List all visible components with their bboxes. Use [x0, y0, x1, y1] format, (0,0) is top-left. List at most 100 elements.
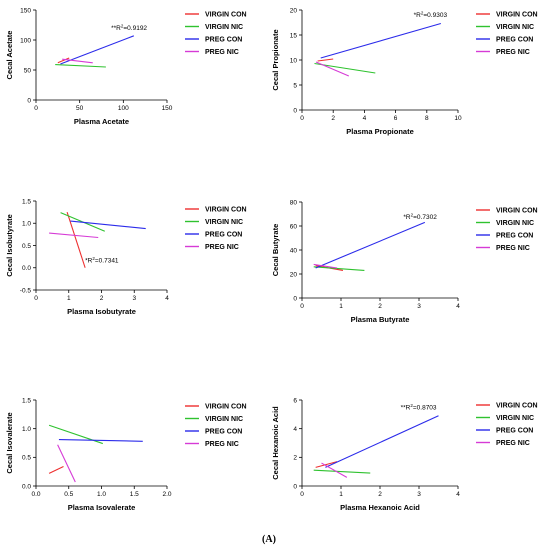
x-axis-label: Plasma Isovalerate: [68, 503, 136, 512]
series-line-virgin-nic: [55, 64, 106, 68]
x-tick-label: 10: [454, 115, 462, 122]
legend-label: VIRGIN CON: [205, 404, 247, 411]
y-tick-label: 20: [290, 271, 298, 278]
y-tick-label: 150: [20, 7, 31, 14]
legend: VIRGIN CON VIRGIN NIC PREG CON PREG NIC: [185, 207, 247, 251]
annotation-value: =0.7341: [95, 257, 119, 264]
x-tick-label: 4: [363, 115, 367, 122]
series-line-preg-nic: [57, 444, 76, 483]
chart-panel: 0 50 100 150 0 50 100 150 Plasma Acetate Cecal Ac…: [5, 7, 247, 126]
y-tick-label: 20: [290, 7, 298, 14]
legend-label: PREG CON: [496, 233, 533, 240]
y-tick-label: 0: [27, 97, 31, 104]
y-tick-label: 40: [290, 247, 298, 254]
legend-label: VIRGIN NIC: [496, 24, 534, 31]
x-tick-label: 0: [34, 105, 38, 112]
y-tick-label: -0.5: [20, 287, 32, 294]
x-axis-label: Plasma Butyrate: [351, 315, 410, 324]
x-tick-label: 6: [394, 115, 398, 122]
x-tick-label: 150: [162, 105, 173, 112]
series-line-virgin-nic: [313, 469, 371, 474]
series-line-virgin-con: [66, 211, 86, 268]
x-tick-label: 4: [165, 295, 169, 302]
y-tick-label: 0.0: [22, 483, 31, 490]
x-tick-label: 2: [378, 303, 382, 310]
series-line-preg-con: [325, 415, 439, 468]
y-tick-label: 0.5: [22, 455, 31, 462]
x-tick-label: 100: [118, 105, 129, 112]
y-tick-label: 6: [293, 397, 297, 404]
legend-label: PREG CON: [205, 429, 242, 436]
series-line-preg-nic: [321, 462, 348, 478]
x-axis-label: Plasma Propionate: [346, 127, 414, 136]
x-tick-label: 0: [34, 295, 38, 302]
y-tick-label: 0.0: [22, 265, 31, 272]
x-tick-label: 0: [300, 115, 304, 122]
chart-panel: 0 1 2 3 4 -0.5 0.0 0.5 1.0 1.5 Plasma Isobutyrate C…: [5, 198, 247, 316]
r-squared-annotation: **R2=0.9192: [111, 23, 147, 32]
series-line-virgin-con: [48, 466, 64, 474]
y-axis-label: Cecal Propionate: [271, 29, 280, 90]
legend-label: VIRGIN NIC: [205, 24, 243, 31]
x-tick-label: 1.0: [97, 491, 106, 498]
x-tick-label: 8: [425, 115, 429, 122]
legend-label: VIRGIN CON: [205, 207, 247, 214]
series-line-virgin-con: [315, 461, 338, 468]
x-axis-label: Plasma Isobutyrate: [67, 307, 136, 316]
y-axis-label: Cecal Butyrate: [271, 224, 280, 277]
series-line-preg-con: [70, 220, 146, 230]
legend-label: PREG NIC: [205, 49, 239, 56]
legend-label: PREG CON: [205, 232, 242, 239]
y-axis-label: Cecal Isobutyrate: [5, 214, 14, 277]
y-tick-label: 1.0: [22, 426, 31, 433]
y-tick-label: 4: [293, 426, 297, 433]
x-tick-label: 2: [331, 115, 335, 122]
y-axis-label: Cecal Isovalerate: [5, 412, 14, 473]
series-line-virgin-con: [317, 58, 334, 62]
y-tick-label: 100: [20, 37, 31, 44]
x-tick-label: 2: [378, 491, 382, 498]
x-tick-label: 3: [417, 491, 421, 498]
x-tick-label: 0.5: [64, 491, 73, 498]
annotation-superscript: 2: [410, 403, 413, 408]
legend-label: VIRGIN CON: [496, 12, 538, 19]
legend-label: VIRGIN NIC: [205, 416, 243, 423]
y-tick-label: 15: [290, 32, 298, 39]
legend-label: VIRGIN NIC: [205, 219, 243, 226]
legend-label: VIRGIN NIC: [496, 415, 534, 422]
x-tick-label: 1: [339, 303, 343, 310]
x-tick-label: 3: [417, 303, 421, 310]
y-tick-label: 1.0: [22, 221, 31, 228]
legend-label: VIRGIN CON: [496, 403, 538, 410]
series-line-preg-nic: [313, 263, 338, 269]
r-squared-annotation: *R2=0.7302: [403, 212, 437, 221]
legend-label: PREG NIC: [205, 244, 239, 251]
legend-label: PREG NIC: [496, 245, 530, 252]
annotation-superscript: 2: [421, 11, 424, 16]
y-tick-label: 0.5: [22, 243, 31, 250]
r-squared-annotation: *R2=0.9303: [414, 11, 448, 20]
y-tick-label: 2: [293, 455, 297, 462]
x-tick-label: 0.0: [31, 491, 40, 498]
y-tick-label: 10: [290, 57, 298, 64]
annotation-prefix: **R: [401, 404, 411, 411]
y-tick-label: 0: [293, 107, 297, 114]
legend: VIRGIN CON VIRGIN NIC PREG CON PREG NIC: [185, 404, 247, 448]
x-axis-label: Plasma Acetate: [74, 117, 129, 126]
r-squared-annotation: **R2=0.8703: [401, 403, 437, 412]
chart-panel: 0 1 2 3 4 0 2 4 6 Plasma Hexanoic Acid Cecal Hexan…: [271, 397, 538, 512]
legend: VIRGIN CON VIRGIN NIC PREG CON PREG NIC: [476, 403, 538, 447]
legend-label: PREG CON: [496, 428, 533, 435]
series-line-virgin-con: [57, 57, 70, 64]
legend-label: PREG NIC: [496, 49, 530, 56]
chart-panel: 0.0 0.5 1.0 1.5 2.0 0.0 0.5 1.0 1.5 Plasma Isoval…: [5, 397, 247, 512]
legend: VIRGIN CON VIRGIN NIC PREG CON PREG NIC: [185, 12, 247, 56]
annotation-superscript: 2: [92, 256, 95, 261]
legend-label: VIRGIN CON: [205, 12, 247, 19]
annotation-prefix: *R: [85, 257, 93, 264]
chart-panel: 0 2 4 6 8 10 0 5 10 15 20 Plasma Propionate Cecal Pr…: [271, 7, 538, 136]
legend-label: PREG CON: [496, 37, 533, 44]
series-line-preg-con: [315, 221, 426, 269]
x-tick-label: 4: [456, 491, 460, 498]
x-tick-label: 50: [76, 105, 84, 112]
